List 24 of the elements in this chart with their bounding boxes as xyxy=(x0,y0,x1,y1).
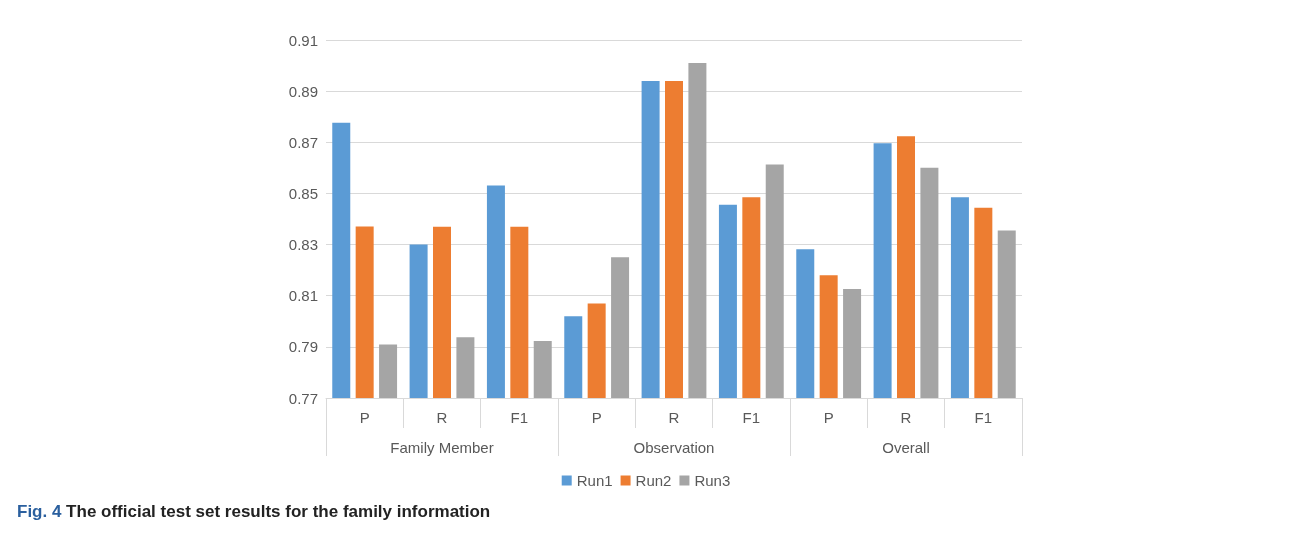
y-tick-label: 0.81 xyxy=(288,287,318,305)
text: Fig. 4 The official test set results for the family information xyxy=(17,502,491,521)
text: Observation xyxy=(633,439,715,456)
x-tick-label: R xyxy=(668,409,680,426)
x-tick-label: F1 xyxy=(974,409,993,426)
legend-label: Run1 xyxy=(576,472,613,489)
text: Overall xyxy=(882,439,930,456)
y-tick-label: 0.91 xyxy=(288,31,318,49)
y-tick-label: 0.85 xyxy=(288,184,318,202)
y-tick-label: 0.89 xyxy=(288,82,318,100)
y-tick-label: 0.79 xyxy=(288,338,318,356)
legend-label: Run2 xyxy=(635,472,672,489)
x-tick-label: R xyxy=(436,409,448,426)
legend-label: Run3 xyxy=(694,472,731,489)
y-tick-label: 0.83 xyxy=(288,236,318,254)
text: Family Member xyxy=(390,439,494,456)
y-tick-label: 0.87 xyxy=(288,133,318,151)
x-tick-label: P xyxy=(823,409,834,426)
y-tick-label: 0.77 xyxy=(288,389,318,407)
x-tick-label: F1 xyxy=(510,409,529,426)
x-tick-label: P xyxy=(359,409,370,426)
x-tick-label: R xyxy=(900,409,912,426)
x-tick-label: F1 xyxy=(742,409,761,426)
x-tick-label: P xyxy=(591,409,602,426)
